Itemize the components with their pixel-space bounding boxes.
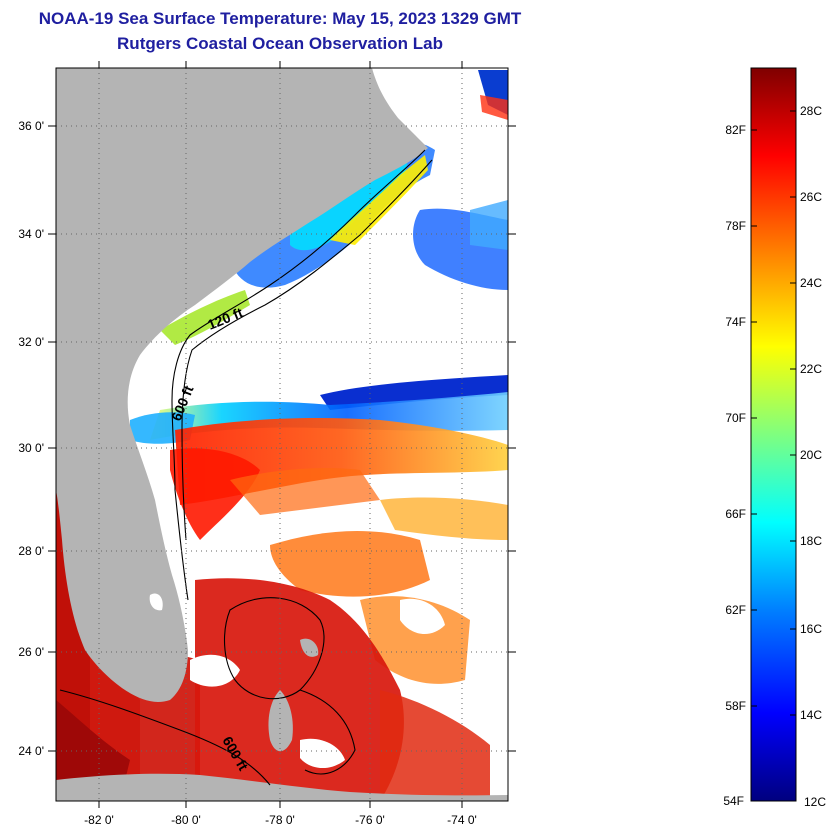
- lon-label: -78 0': [265, 813, 295, 827]
- lon-label: -82 0': [84, 813, 114, 827]
- map-subtitle: Rutgers Coastal Ocean Observation Lab: [117, 34, 443, 53]
- lat-label: 24 0': [18, 744, 44, 758]
- colorbar-f-label: 70F: [725, 411, 746, 425]
- colorbar-f-label: 54F: [723, 794, 744, 808]
- map-content: [56, 68, 508, 801]
- colorbar-f-label: 78F: [725, 219, 746, 233]
- colorbar-c-label: 24C: [800, 276, 822, 290]
- colorbar-c-label: 12C: [804, 795, 826, 809]
- bathymetry-contours: [59, 149, 433, 786]
- colorbar-c-label: 18C: [800, 534, 822, 548]
- lat-label: 34 0': [18, 227, 44, 241]
- lon-label: -74 0': [447, 813, 477, 827]
- graticule: [56, 68, 508, 801]
- lat-label: 30 0': [18, 441, 44, 455]
- colorbar-c-label: 20C: [800, 448, 822, 462]
- map-border: [55, 67, 509, 802]
- longitude-labels: -82 0' -80 0' -78 0' -76 0' -74 0': [84, 813, 477, 827]
- colorbar-c-label: 16C: [800, 622, 822, 636]
- colorbar-f-label: 62F: [725, 603, 746, 617]
- lat-label: 36 0': [18, 119, 44, 133]
- colorbar-f-label: 58F: [725, 699, 746, 713]
- latitude-labels: 36 0' 34 0' 32 0' 30 0' 28 0' 26 0' 24 0…: [18, 119, 44, 758]
- colorbar-f-label: 82F: [725, 123, 746, 137]
- colorbar-f-label: 74F: [725, 315, 746, 329]
- bahamas-land: [268, 690, 293, 752]
- colorbar-c-label: 22C: [800, 362, 822, 376]
- colorbar-gradient: [750, 67, 797, 802]
- colorbar-c-label: 28C: [800, 104, 822, 118]
- colorbar-f-label: 66F: [725, 507, 746, 521]
- cuba-land: [56, 773, 508, 801]
- map-title: NOAA-19 Sea Surface Temperature: May 15,…: [38, 9, 522, 28]
- lon-label: -76 0': [355, 813, 385, 827]
- lat-label: 32 0': [18, 335, 44, 349]
- lat-label: 28 0': [18, 544, 44, 558]
- colorbar-c-label: 14C: [800, 708, 822, 722]
- land-mass: [56, 68, 428, 702]
- lon-label: -80 0': [171, 813, 201, 827]
- colorbar-c-label: 26C: [800, 190, 822, 204]
- colorbar: 82F 78F 74F 70F 66F 62F 58F 54F 28C 26C …: [723, 67, 826, 809]
- lat-label: 26 0': [18, 645, 44, 659]
- axis-ticks: [48, 61, 516, 808]
